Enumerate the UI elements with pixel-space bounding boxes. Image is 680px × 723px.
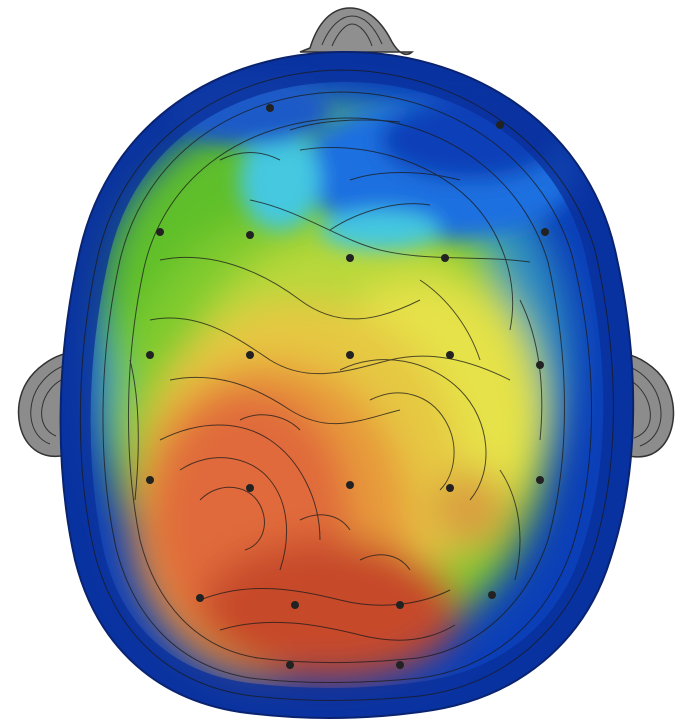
electrode-markers xyxy=(146,104,549,669)
head-outline xyxy=(59,50,635,719)
nose-shape xyxy=(299,7,415,56)
contour-lines xyxy=(79,69,614,701)
